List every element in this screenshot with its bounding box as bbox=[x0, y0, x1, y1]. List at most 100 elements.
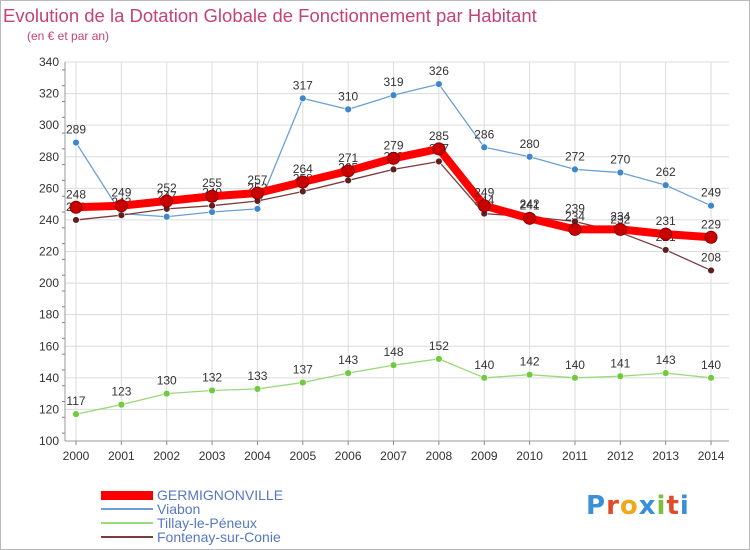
data-point-germignonville bbox=[387, 151, 401, 165]
data-point-germignonville bbox=[568, 222, 582, 236]
data-label-germignonville: 271 bbox=[338, 151, 358, 165]
data-point-viabon bbox=[389, 91, 398, 99]
data-label-germignonville: 249 bbox=[474, 186, 494, 200]
data-point-germignonville bbox=[704, 230, 718, 244]
data-point-germignonville bbox=[69, 200, 83, 214]
data-point-tillay-le-p-neux bbox=[571, 374, 579, 382]
data-label-germignonville: 229 bbox=[701, 217, 721, 231]
x-tick-label: 2002 bbox=[153, 449, 180, 463]
y-tick-label: 120 bbox=[39, 402, 59, 416]
data-point-viabon bbox=[163, 213, 171, 221]
data-label-tillay-le-p-neux: 142 bbox=[520, 355, 540, 369]
data-point-germignonville bbox=[114, 199, 128, 213]
legend-label: Viabon bbox=[157, 501, 201, 517]
x-tick-label: 2011 bbox=[562, 449, 588, 463]
data-label-germignonville: 248 bbox=[66, 187, 86, 201]
y-tick-label: 240 bbox=[39, 213, 59, 227]
logo-letter: t bbox=[666, 491, 680, 521]
legend-swatch bbox=[101, 508, 153, 510]
data-label-viabon: 272 bbox=[565, 149, 585, 163]
data-label-germignonville: 234 bbox=[610, 209, 630, 223]
data-point-viabon bbox=[616, 168, 625, 177]
data-label-tillay-le-p-neux: 123 bbox=[111, 385, 131, 399]
data-label-tillay-le-p-neux: 148 bbox=[384, 345, 404, 359]
data-point-viabon bbox=[707, 202, 715, 210]
y-tick-label: 280 bbox=[39, 150, 59, 164]
proxiti-logo: Proxiti bbox=[586, 491, 690, 521]
data-label-fontenay-sur-conie: 208 bbox=[701, 250, 721, 264]
data-label-tillay-le-p-neux: 143 bbox=[338, 353, 358, 367]
legend-swatch bbox=[101, 536, 153, 538]
logo-letter: r bbox=[606, 491, 620, 521]
data-point-germignonville bbox=[659, 227, 673, 241]
data-label-germignonville: 279 bbox=[384, 138, 404, 152]
logo-letter: o bbox=[619, 491, 639, 521]
legend-label: Tillay-le-Péneux bbox=[157, 515, 257, 531]
data-label-germignonville: 255 bbox=[202, 176, 222, 190]
y-tick-label: 100 bbox=[39, 434, 59, 448]
x-tick-label: 2013 bbox=[652, 449, 679, 463]
y-tick-label: 300 bbox=[39, 118, 59, 132]
x-tick-label: 2014 bbox=[698, 449, 725, 463]
data-point-germignonville bbox=[160, 194, 174, 208]
legend-label: GERMIGNONVILLE bbox=[157, 487, 284, 503]
data-point-germignonville bbox=[613, 222, 627, 236]
data-point-fontenay-sur-conie bbox=[299, 187, 307, 196]
x-tick-label: 2008 bbox=[426, 449, 453, 463]
data-label-viabon: 286 bbox=[474, 127, 494, 141]
x-tick-label: 2010 bbox=[516, 449, 543, 463]
data-label-tillay-le-p-neux: 140 bbox=[701, 358, 721, 372]
data-point-germignonville bbox=[341, 164, 355, 178]
data-point-germignonville bbox=[432, 142, 446, 156]
y-tick-label: 180 bbox=[39, 308, 59, 322]
data-label-germignonville: 241 bbox=[520, 198, 540, 212]
chart-title: Evolution de la Dotation Globale de Fonc… bbox=[3, 5, 537, 26]
data-label-viabon: 262 bbox=[656, 165, 676, 179]
x-tick-label: 2003 bbox=[199, 449, 226, 463]
data-point-viabon bbox=[299, 94, 307, 103]
data-point-tillay-le-p-neux bbox=[299, 378, 307, 387]
data-point-fontenay-sur-conie bbox=[344, 176, 352, 185]
data-point-germignonville bbox=[523, 211, 537, 225]
logo-letter: x bbox=[638, 491, 657, 521]
data-point-tillay-le-p-neux bbox=[163, 389, 171, 398]
data-point-tillay-le-p-neux bbox=[208, 386, 216, 395]
y-tick-label: 140 bbox=[39, 371, 59, 385]
data-point-fontenay-sur-conie bbox=[208, 202, 216, 210]
data-label-viabon: 319 bbox=[384, 75, 404, 89]
data-point-tillay-le-p-neux bbox=[117, 400, 126, 409]
data-point-fontenay-sur-conie bbox=[435, 157, 443, 166]
data-label-tillay-le-p-neux: 141 bbox=[610, 356, 630, 370]
data-label-tillay-le-p-neux: 140 bbox=[474, 358, 494, 372]
data-point-germignonville bbox=[250, 186, 264, 200]
y-tick-label: 220 bbox=[39, 245, 59, 259]
data-point-tillay-le-p-neux bbox=[253, 385, 262, 393]
data-point-tillay-le-p-neux bbox=[661, 369, 670, 377]
data-point-tillay-le-p-neux bbox=[72, 410, 80, 418]
x-tick-label: 2001 bbox=[108, 449, 135, 463]
y-tick-label: 260 bbox=[39, 181, 59, 195]
data-point-tillay-le-p-neux bbox=[344, 369, 352, 377]
data-label-viabon: 249 bbox=[701, 186, 721, 200]
data-point-germignonville bbox=[477, 199, 491, 213]
data-label-viabon: 317 bbox=[293, 78, 313, 92]
data-point-viabon bbox=[435, 80, 443, 88]
data-point-fontenay-sur-conie bbox=[389, 165, 398, 174]
logo-letter: i bbox=[656, 491, 667, 521]
data-point-viabon bbox=[571, 165, 579, 174]
data-label-tillay-le-p-neux: 140 bbox=[565, 358, 585, 372]
legend-swatch bbox=[101, 522, 153, 524]
data-label-tillay-le-p-neux: 132 bbox=[202, 370, 222, 384]
data-point-tillay-le-p-neux bbox=[480, 374, 488, 382]
data-label-viabon: 280 bbox=[520, 137, 540, 151]
data-label-viabon: 289 bbox=[66, 123, 86, 137]
data-point-viabon bbox=[661, 181, 670, 189]
data-point-germignonville bbox=[205, 189, 219, 203]
data-point-fontenay-sur-conie bbox=[117, 211, 126, 219]
x-tick-label: 2009 bbox=[471, 449, 498, 463]
data-label-viabon: 326 bbox=[429, 64, 449, 78]
data-label-viabon: 270 bbox=[610, 153, 630, 167]
legend-label: Fontenay-sur-Conie bbox=[157, 529, 281, 545]
